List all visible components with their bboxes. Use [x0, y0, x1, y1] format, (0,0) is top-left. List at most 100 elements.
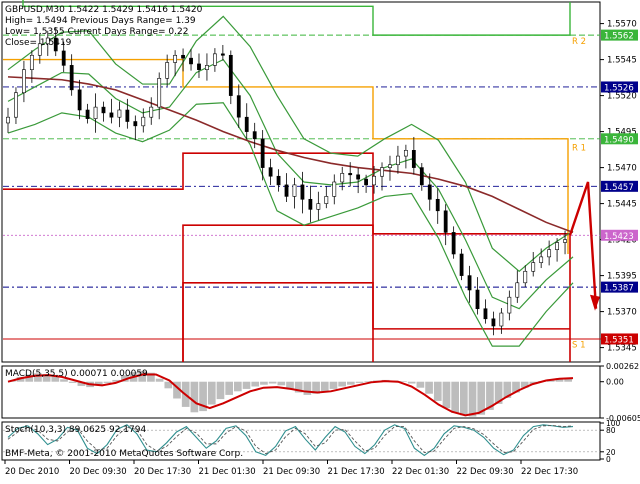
macd-bar — [138, 370, 147, 382]
macd-bar — [503, 381, 512, 398]
macd-bar — [94, 381, 103, 386]
candle-body — [6, 116, 10, 124]
candle-body — [14, 92, 18, 118]
candle-body — [284, 184, 289, 197]
price-box — [601, 29, 638, 41]
macd-bar — [60, 379, 68, 382]
macd-bar — [468, 381, 477, 417]
candle-body — [531, 262, 536, 272]
y-tick-label: 1.5495 — [607, 128, 637, 138]
candle-body — [515, 282, 520, 298]
macd-bar — [121, 375, 129, 382]
candle-body — [300, 184, 305, 200]
macd-bar — [103, 381, 112, 383]
x-tick-label: 20 Dec 17:30 — [134, 467, 191, 477]
pivot-label: S 1 — [572, 341, 586, 351]
macd-bar — [512, 381, 520, 393]
main-price-panel[interactable] — [1, 1, 601, 363]
price-box-label: 1.5387 — [604, 284, 634, 294]
price-box-label: 1.5423 — [604, 232, 634, 242]
y-tick-label: 1.5370 — [607, 308, 637, 318]
stochastic-panel[interactable] — [1, 421, 601, 461]
candle-body — [292, 184, 297, 197]
candle-body — [101, 106, 106, 114]
pivot-label: R 2 — [572, 37, 586, 47]
macd-bar — [164, 381, 173, 389]
x-tick-label: 21 Dec 09:30 — [263, 467, 320, 477]
candle-body — [252, 131, 257, 140]
candle-body — [475, 289, 480, 310]
macd-bar — [416, 381, 425, 388]
stoch-tick-label: 100 — [606, 419, 621, 428]
x-tick-label: 21 Dec 17:30 — [328, 467, 385, 477]
candle-body — [45, 37, 50, 45]
stoch-tick-label: 80 — [606, 426, 616, 435]
candle-body — [181, 54, 185, 59]
candle-body — [157, 78, 162, 108]
copyright-text: BMF-Meta, © 2001-2010 MetaQuotes Softwar… — [5, 449, 243, 459]
candle-body — [69, 65, 74, 91]
price-box — [601, 281, 638, 293]
y-tick-label: 1.5395 — [607, 272, 637, 282]
candle-body — [197, 63, 201, 70]
candle-body — [523, 270, 528, 284]
candle-body — [236, 95, 241, 118]
macd-bar — [42, 373, 51, 382]
candle-body — [244, 116, 249, 132]
stoch-signal-line — [7, 425, 574, 455]
candle-body — [37, 43, 42, 56]
candle-body — [205, 65, 209, 70]
macd-bar — [294, 381, 303, 393]
candle-body — [61, 50, 66, 66]
close-line: Close= 1.5419 — [5, 38, 72, 48]
candle-body — [340, 173, 345, 183]
macd-bar — [407, 381, 416, 384]
high-range-line: High= 1.5494 Previous Days Range= 1.39 — [5, 16, 196, 26]
candle-body — [173, 54, 178, 63]
macd-bar — [303, 381, 312, 395]
candle-body — [388, 164, 392, 168]
bollinger-lower — [7, 102, 574, 347]
macd-bar — [216, 381, 225, 400]
macd-bar — [277, 381, 286, 386]
macd-bar — [147, 372, 155, 382]
stoch-label: Stoch(10,3,3) 89.0625 92.1794 — [5, 425, 146, 435]
candle-body — [491, 318, 496, 327]
macd-bar — [320, 381, 329, 392]
macd-tick-label: 0.00 — [606, 378, 624, 387]
macd-bar — [355, 381, 364, 383]
candle-body — [77, 89, 82, 111]
macd-bar — [520, 381, 529, 388]
candle-body — [563, 239, 567, 243]
candle-body — [22, 69, 26, 94]
candle-body — [356, 174, 361, 180]
macd-bar — [251, 381, 260, 387]
macd-bar — [207, 381, 216, 405]
candle-body — [268, 167, 273, 177]
y-tick-label: 1.5345 — [607, 344, 637, 354]
macd-tick-label: 0.00262 — [606, 362, 639, 371]
macd-bar — [25, 374, 34, 382]
r2-step-line — [22, 0, 571, 36]
macd-bar — [347, 381, 355, 385]
candle-body — [117, 109, 122, 118]
low-range-line: Low= 1.5355 Current Days Range= 0.22 — [5, 27, 188, 37]
candle-body — [419, 167, 424, 186]
candle-body — [396, 155, 400, 166]
candle-body — [451, 232, 456, 255]
price-box-label: 1.5351 — [604, 335, 634, 345]
price-box — [601, 180, 638, 192]
candle-body — [555, 242, 559, 250]
y-tick-label: 1.5520 — [607, 92, 637, 102]
symbol-header: GBPUSD,M30 1.5422 1.5429 1.5416 1.5420 — [5, 5, 203, 15]
price-box — [601, 229, 638, 241]
macd-bar — [433, 381, 442, 401]
candle-body — [324, 196, 329, 204]
candle-body — [332, 181, 337, 197]
support2-step-line — [182, 281, 570, 362]
macd-bar — [460, 381, 468, 416]
candle-body — [459, 253, 464, 276]
macd-bar — [51, 376, 60, 382]
candle-body — [380, 167, 384, 177]
